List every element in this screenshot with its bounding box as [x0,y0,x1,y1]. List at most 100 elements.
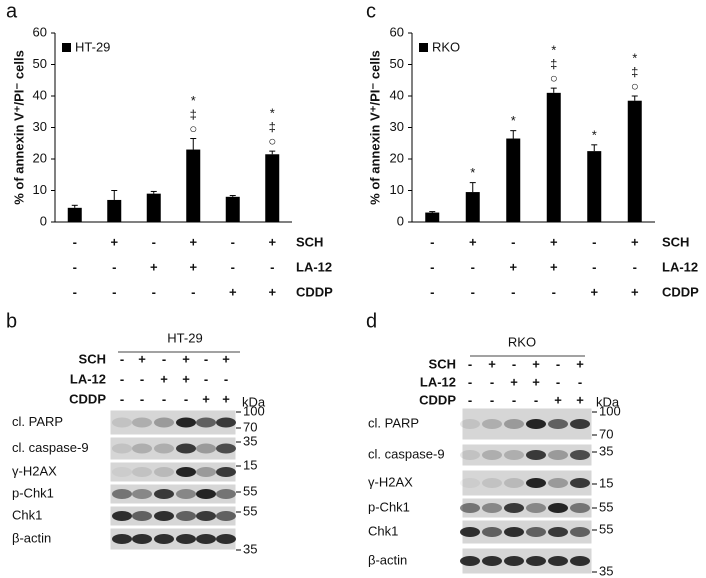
marker-label: 55 [243,483,257,498]
blot-band [112,534,132,544]
blot-band [570,527,590,537]
y-tick-label: 0 [397,213,404,228]
condition-sign: - [184,391,188,406]
blot-band [460,556,480,566]
condition-label: LA-12 [296,259,332,274]
blot-band [526,556,546,566]
condition-sign: - [162,391,166,406]
condition-sign: - [112,259,116,274]
marker-label: 55 [243,503,257,518]
condition-label: LA-12 [662,259,698,274]
blot-band [570,556,590,566]
blot-band [482,478,502,488]
blot-band [154,417,174,428]
marker-label: 55 [599,499,613,514]
marker-label: 55 [599,521,613,536]
bar [587,151,602,222]
blot-band [132,511,152,521]
blot-row-label: p-Chk1 [368,499,410,514]
condition-sign: - [140,391,144,406]
blot-cell-line: RKO [508,334,536,349]
condition-sign: + [488,356,496,371]
blot-band [112,417,132,428]
blot-band [216,467,236,477]
bar [67,207,82,222]
blot-band [154,443,174,454]
panel-letter: b [6,310,17,332]
blot-band [548,450,568,460]
blot-band [504,503,524,513]
y-tick-label: 0 [40,213,47,228]
blot-band [460,503,480,513]
blot-row-label: γ-H2AX [368,474,413,489]
significance-mark: * [511,113,516,128]
condition-sign: + [110,234,118,249]
condition-sign: + [182,371,190,386]
marker-label: 70 [599,426,613,441]
y-tick-label: 10 [390,182,404,197]
bar [425,212,440,222]
panel-letter: d [366,310,377,332]
blot-band [460,527,480,537]
condition-sign: + [222,391,230,406]
condition-sign: - [512,356,516,371]
condition-sign: - [578,374,582,389]
marker-label: 70 [243,419,257,434]
marker-label: 35 [243,541,257,556]
blot-band [196,443,216,454]
condition-sign: + [532,374,540,389]
condition-sign: - [430,259,434,274]
bar [465,192,480,222]
condition-sign: + [182,351,190,366]
condition-sign: + [554,392,562,407]
y-tick-label: 30 [33,119,47,134]
marker-label: 35 [599,443,613,458]
condition-sign: - [592,259,596,274]
blot-band [176,534,196,544]
condition-sign: + [550,234,558,249]
blot-band [196,489,216,499]
condition-label: CDDP [662,284,699,299]
blot-band [196,511,216,521]
significance-mark: ○ [189,121,197,136]
condition-sign: - [468,392,472,407]
condition-sign: - [120,371,124,386]
condition-sign: - [204,371,208,386]
legend-label: RKO [432,39,460,54]
significance-mark: ‡ [550,57,557,72]
blot-band [504,450,524,460]
blot-band [176,443,196,454]
bar [627,100,642,222]
condition-sign: - [270,259,274,274]
y-tick-label: 20 [33,150,47,165]
blot-row-label: Chk1 [12,507,42,522]
blot-band [154,511,174,521]
blot-band [460,450,480,460]
bar [107,199,122,222]
condition-sign: + [202,391,210,406]
condition-sign: - [468,356,472,371]
blot-band [548,556,568,566]
blot-band [526,450,546,460]
blot-row-label: γ-H2AX [12,463,57,478]
condition-sign: + [532,356,540,371]
y-tick-label: 40 [33,87,47,102]
blot-band [526,527,546,537]
condition-label: CDDP [69,391,106,406]
blot-row-label: p-Chk1 [12,485,54,500]
condition-sign: - [140,371,144,386]
blot-band [132,443,152,454]
legend-swatch [419,43,428,52]
condition-sign: - [73,284,77,299]
blot-band [196,534,216,544]
blot-band [482,419,502,429]
blot-band [132,534,152,544]
blot-row-label: Chk1 [368,523,398,538]
blot-band [504,527,524,537]
kda-label: kDa [242,394,266,409]
condition-sign: - [511,234,515,249]
blot-row-label: β-actin [368,552,407,567]
condition-sign: - [224,371,228,386]
y-tick-label: 40 [390,87,404,102]
condition-label: LA-12 [420,374,456,389]
